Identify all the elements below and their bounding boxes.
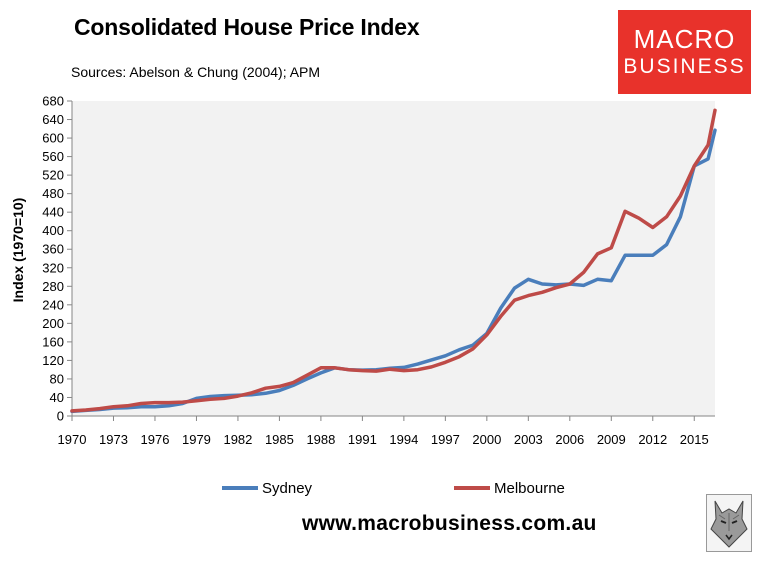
y-tick-label: 400 — [42, 223, 64, 238]
y-tick-label: 520 — [42, 168, 64, 183]
legend-item-melbourne: Melbourne — [454, 478, 565, 498]
legend-label-melbourne: Melbourne — [494, 479, 565, 497]
x-tick-label: 2000 — [472, 432, 501, 447]
x-tick-label: 1973 — [99, 432, 128, 447]
y-tick-label: 160 — [42, 334, 64, 349]
website-url: www.macrobusiness.com.au — [302, 512, 597, 535]
y-tick-label: 200 — [42, 316, 64, 331]
y-tick-label: 80 — [50, 371, 64, 386]
legend-item-sydney: Sydney — [222, 478, 312, 498]
wolf-icon — [706, 494, 752, 552]
y-tick-label: 600 — [42, 131, 64, 146]
series-line-melbourne — [70, 108, 717, 413]
chart-subtitle: Sources: Abelson & Chung (2004); APM — [71, 64, 321, 80]
y-tick-label: 480 — [42, 186, 64, 201]
x-tick-label: 1985 — [265, 432, 294, 447]
x-tick-label: 1991 — [348, 432, 377, 447]
x-tick-label: 2003 — [514, 432, 543, 447]
x-tick-label: 2009 — [597, 432, 626, 447]
x-tick-label: 1994 — [389, 432, 418, 447]
macrobusiness-logo: MACRO BUSINESS — [618, 10, 751, 94]
y-tick-label: 280 — [42, 279, 64, 294]
y-tick-label: 120 — [42, 353, 64, 368]
x-tick-label: 1976 — [141, 432, 170, 447]
series-lines — [70, 108, 717, 414]
x-tick-label: 2015 — [680, 432, 709, 447]
y-tick-label: 0 — [57, 409, 64, 424]
logo-line-1: MACRO — [633, 24, 736, 54]
legend-label-sydney: Sydney — [262, 479, 313, 497]
y-tick-label: 360 — [42, 242, 64, 257]
chart-title: Consolidated House Price Index — [74, 14, 420, 40]
y-tick-label: 680 — [42, 94, 64, 109]
plot-area — [72, 101, 715, 416]
x-tick-label: 2006 — [555, 432, 584, 447]
x-tick-label: 2012 — [638, 432, 667, 447]
y-tick-label: 40 — [50, 390, 64, 405]
x-tick-label: 1970 — [58, 432, 87, 447]
x-ticks: 1970 1973 1976 1979 1982 1985 1988 1991 1994 1997… — [58, 416, 709, 447]
y-tick-label: 440 — [42, 205, 64, 220]
y-tick-label: 560 — [42, 149, 64, 164]
x-tick-label: 1979 — [182, 432, 211, 447]
x-tick-label: 1982 — [223, 432, 252, 447]
y-tick-label: 640 — [42, 112, 64, 127]
legend-swatch-sydney — [222, 486, 258, 490]
x-tick-label: 1997 — [431, 432, 460, 447]
logo-line-2: BUSINESS — [623, 55, 746, 78]
axes — [71, 101, 715, 417]
y-tick-label: 320 — [42, 260, 64, 275]
x-tick-label: 1988 — [306, 432, 335, 447]
legend-swatch-melbourne — [454, 486, 490, 490]
y-ticks: 0 40 80 120 160 200 240 280 320 360 400 440 480 520 56… — [42, 94, 72, 424]
y-tick-label: 240 — [42, 297, 64, 312]
